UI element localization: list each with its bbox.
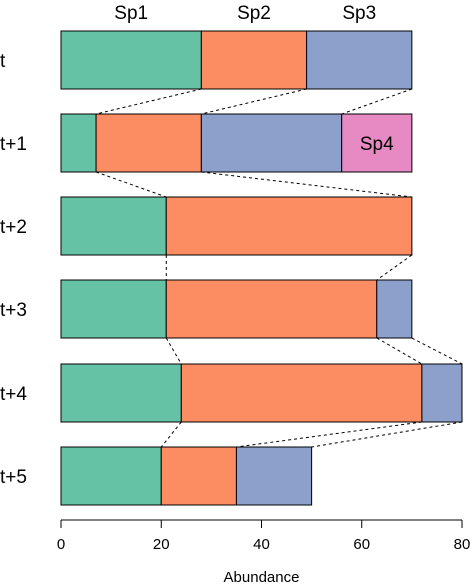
x-tick-label: 40 bbox=[253, 536, 270, 553]
x-tick-label: 0 bbox=[57, 536, 65, 553]
connector-line bbox=[311, 421, 463, 448]
connector-line bbox=[165, 337, 182, 365]
row-label: t+5 bbox=[0, 467, 27, 488]
bar-segment-sp2-row-5 bbox=[160, 446, 237, 506]
inline-species-label: Sp4 bbox=[360, 134, 394, 155]
x-tick-label: 80 bbox=[454, 536, 471, 553]
bar-segment-sp1-row-4 bbox=[60, 363, 182, 423]
row-label: t+2 bbox=[0, 217, 27, 238]
bar-segment-sp2-row-2 bbox=[165, 196, 413, 256]
bar-segment-sp1-row-3 bbox=[60, 279, 167, 339]
connector-line bbox=[201, 171, 412, 198]
connector-line bbox=[236, 421, 422, 448]
row-label: t+4 bbox=[0, 384, 27, 405]
bar-segment-sp4-row-1 bbox=[341, 113, 413, 173]
bar-segment-sp1-row-0 bbox=[60, 30, 202, 90]
bar-segment-sp3-row-1 bbox=[200, 113, 343, 173]
connector-line bbox=[341, 88, 413, 115]
connector-line bbox=[160, 421, 182, 448]
bar-segment-sp2-row-1 bbox=[95, 113, 202, 173]
species-header-label: Sp2 bbox=[237, 3, 271, 24]
bar-segment-sp1-row-2 bbox=[60, 196, 167, 256]
row-label: t+1 bbox=[0, 134, 27, 155]
connector-line bbox=[201, 88, 307, 115]
bar-segment-sp3-row-4 bbox=[421, 363, 463, 423]
bar-segment-sp2-row-0 bbox=[200, 30, 308, 90]
connector-line bbox=[411, 337, 463, 365]
connector-line bbox=[95, 171, 167, 198]
species-header-label: Sp3 bbox=[342, 3, 376, 24]
bar-segment-sp3-row-0 bbox=[306, 30, 413, 90]
bar-segment-sp1-row-1 bbox=[60, 113, 97, 173]
row-label: t bbox=[0, 51, 6, 72]
connector-line bbox=[376, 337, 423, 365]
bar-segment-sp2-row-4 bbox=[180, 363, 423, 423]
bar-segment-sp3-row-3 bbox=[376, 279, 413, 339]
bar-segment-sp1-row-5 bbox=[60, 446, 162, 506]
bar-segment-sp2-row-3 bbox=[165, 279, 378, 339]
x-tick-label: 60 bbox=[353, 536, 370, 553]
row-label: t+3 bbox=[0, 300, 27, 321]
species-header-label: Sp1 bbox=[114, 3, 148, 24]
x-tick-label: 20 bbox=[153, 536, 170, 553]
connector-line bbox=[376, 254, 413, 281]
bar-segment-sp3-row-5 bbox=[235, 446, 313, 506]
connector-line bbox=[95, 88, 202, 115]
x-axis-title: Abundance bbox=[224, 569, 300, 585]
